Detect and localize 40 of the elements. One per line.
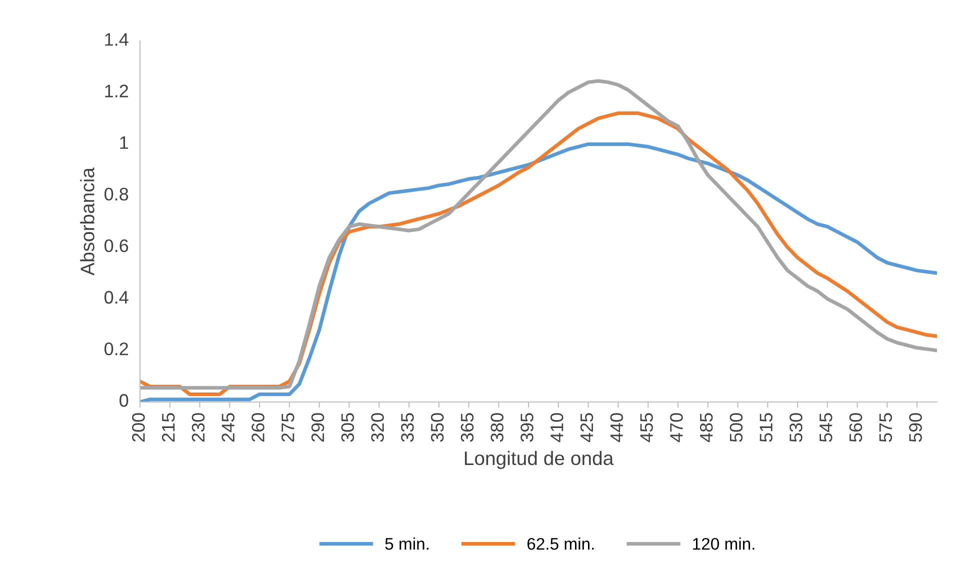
x-tick-label: 335: [401, 413, 414, 442]
x-tick-label: 320: [371, 413, 384, 442]
x-tick-label: 275: [282, 413, 294, 442]
x-tick-label: 395: [520, 413, 534, 442]
x-tick-label: 305: [341, 413, 354, 442]
x-tick-label: 425: [580, 413, 594, 442]
x-tick-label: 530: [790, 413, 802, 442]
y-tick-label: 0.8: [104, 188, 128, 201]
x-tick-label: 200: [132, 413, 145, 442]
y-axis-title: Absorbancia: [80, 167, 94, 276]
x-tick-label: 500: [730, 413, 743, 442]
x-tick-label: 485: [700, 413, 713, 442]
x-tick-label: 350: [430, 413, 444, 442]
x-tick-label: 260: [252, 413, 264, 442]
x-tick-label: 575: [879, 413, 892, 442]
y-tick-label: 0.6: [104, 239, 128, 252]
x-tick-label: 230: [192, 413, 205, 442]
x-tick-label: 290: [311, 413, 324, 442]
x-tick-label: 590: [909, 413, 922, 442]
y-tick-label: 0: [120, 394, 128, 407]
y-tick-label: 0.2: [104, 342, 128, 356]
y-tick-label: 0.4: [104, 290, 128, 304]
x-tick-label: 455: [640, 413, 653, 442]
x-tick-label: 440: [610, 413, 624, 442]
legend-label: 62.5 min.: [527, 538, 594, 550]
x-tick-label: 380: [490, 413, 504, 442]
y-tick-label: 1.2: [105, 84, 128, 98]
y-tick-label: 1: [120, 136, 128, 149]
y-tick-label: 1.4: [105, 33, 128, 46]
x-tick-label: 470: [670, 413, 683, 442]
legend-label: 120 min.: [693, 538, 754, 550]
x-tick-label: 545: [820, 413, 832, 442]
x-tick-label: 410: [550, 413, 564, 442]
x-tick-label: 365: [460, 413, 474, 442]
x-tick-label: 245: [222, 413, 235, 442]
x-tick-label: 560: [849, 413, 862, 442]
legend-label: 5 min.: [385, 538, 428, 550]
x-tick-label: 215: [162, 413, 175, 442]
x-axis-title: Longitud de onda: [464, 450, 614, 469]
x-tick-label: 515: [760, 413, 772, 442]
